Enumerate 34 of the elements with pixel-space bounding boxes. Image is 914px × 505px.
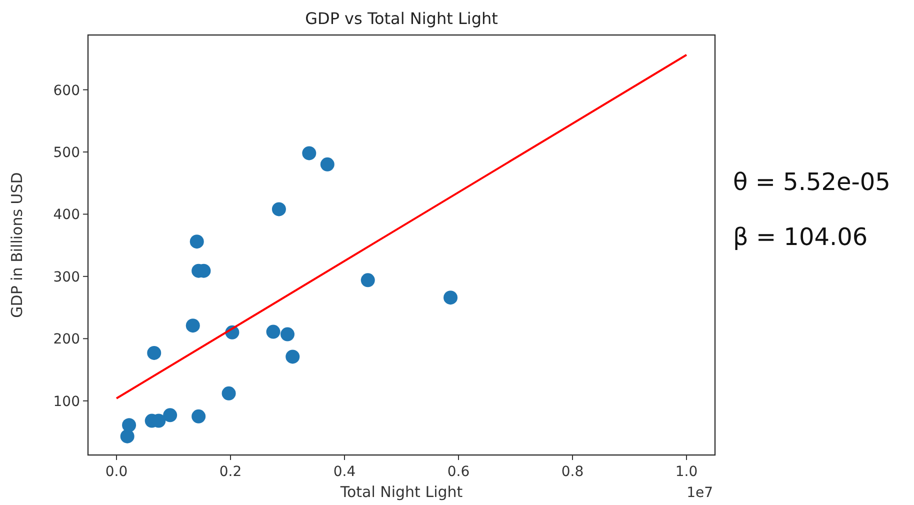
chart-title: GDP vs Total Night Light: [305, 9, 498, 28]
point: [280, 327, 294, 342]
text: 1e7: [686, 485, 713, 501]
text: θ = 5.52e-05: [733, 168, 890, 196]
point: [120, 429, 134, 444]
point: [272, 202, 286, 216]
point: [360, 273, 375, 288]
y-tick-label: 100: [53, 394, 80, 410]
point: [192, 409, 206, 424]
x-tick-label: 0.2: [219, 464, 242, 480]
y-axis-title: GDP in Billions USD: [8, 172, 26, 318]
text: β = 104.06: [733, 223, 868, 251]
point: [444, 290, 458, 305]
x-tick-label: 0.4: [333, 464, 356, 480]
point: [222, 386, 236, 400]
point: [286, 350, 300, 364]
y-tick-label: 400: [53, 207, 80, 224]
point: [147, 346, 162, 360]
point: [266, 324, 280, 339]
x-axis-title: Total Night Light: [339, 483, 463, 501]
point: [320, 157, 334, 172]
y-tick-label: 300: [53, 269, 80, 286]
x-tick-label: 0.8: [561, 464, 584, 480]
point: [163, 408, 178, 422]
x-tick-label: 0.0: [105, 464, 128, 480]
point: [190, 234, 204, 249]
x-tick-label: 1.0: [675, 464, 698, 480]
point: [122, 418, 136, 432]
x-tick-label: 0.6: [447, 464, 470, 480]
y-tick-label: 500: [53, 144, 80, 161]
y-tick-label: 600: [53, 82, 80, 99]
point: [186, 318, 200, 333]
point: [302, 146, 316, 160]
y-tick-label: 200: [53, 332, 80, 348]
